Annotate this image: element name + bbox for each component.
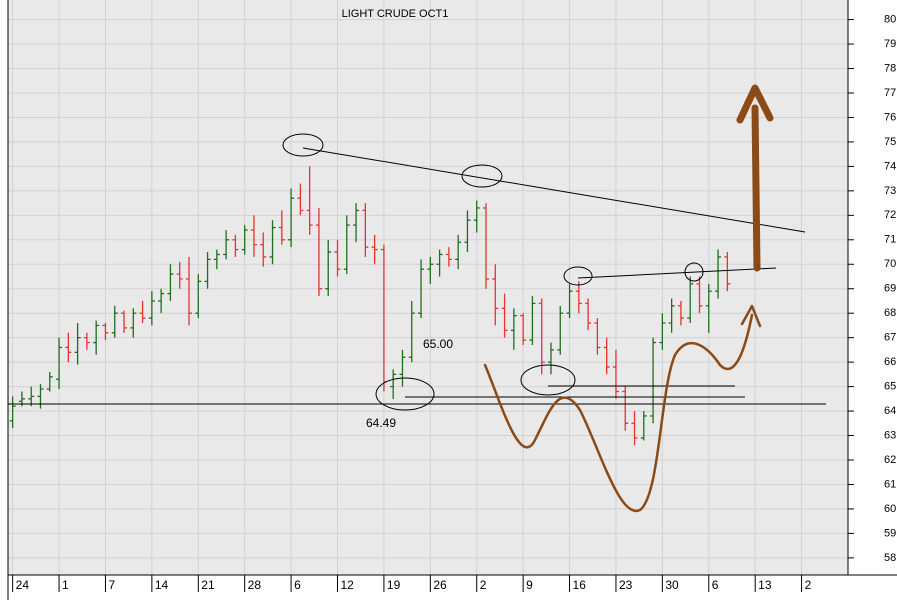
price-label: 65.00 xyxy=(423,337,453,351)
grid xyxy=(8,0,848,575)
x-tick-label: 24 xyxy=(16,578,30,592)
x-tick-label: 12 xyxy=(341,578,355,592)
y-tick-label: 64 xyxy=(884,405,896,417)
y-tick-label: 58 xyxy=(884,552,896,564)
circle-mark xyxy=(684,262,704,282)
x-tick-label: 2 xyxy=(480,578,487,592)
circle-mark xyxy=(375,377,435,411)
x-tick-label: 21 xyxy=(201,578,215,592)
x-tick-label: 6 xyxy=(712,578,719,592)
y-tick-label: 77 xyxy=(884,87,896,99)
y-tick-label: 74 xyxy=(884,160,896,172)
y-tick-label: 79 xyxy=(884,38,896,50)
x-tick-label: 28 xyxy=(248,578,262,592)
x-tick-label: 7 xyxy=(108,578,115,592)
bars xyxy=(9,166,731,446)
y-tick-label: 63 xyxy=(884,429,896,441)
x-tick-label: 1 xyxy=(62,578,69,592)
y-tick-label: 70 xyxy=(884,258,896,270)
x-tick-label: 16 xyxy=(573,578,587,592)
x-tick-label: 26 xyxy=(433,578,447,592)
trend-line xyxy=(302,147,806,233)
plot-area xyxy=(8,0,848,575)
chart-title: LIGHT CRUDE OCT1 xyxy=(342,8,449,20)
big-arrow-head xyxy=(736,84,774,124)
trend-line xyxy=(577,267,777,279)
x-tick-label: 13 xyxy=(758,578,772,592)
y-tick-label: 69 xyxy=(884,283,896,295)
y-tick-label: 62 xyxy=(884,454,896,466)
x-tick-label: 9 xyxy=(526,578,533,592)
circle-mark xyxy=(461,164,503,188)
y-tick-label: 66 xyxy=(884,356,896,368)
y-tick-label: 76 xyxy=(884,111,896,123)
y-tick-label: 60 xyxy=(884,503,896,515)
circle-mark xyxy=(282,133,324,157)
y-tick-label: 68 xyxy=(884,307,896,319)
y-tick-label: 67 xyxy=(884,332,896,344)
y-tick-label: 73 xyxy=(884,185,896,197)
y-tick-label: 65 xyxy=(884,381,896,393)
x-tick-label: 6 xyxy=(294,578,301,592)
x-tick-label: 30 xyxy=(665,578,679,592)
x-tick-label: 14 xyxy=(155,578,169,592)
y-tick-label: 71 xyxy=(884,234,896,246)
curve-arrow-head xyxy=(740,304,762,328)
y-tick-label: 78 xyxy=(884,62,896,74)
y-tick-label: 75 xyxy=(884,136,896,148)
y-tick-label: 61 xyxy=(884,478,896,490)
y-tick-label: 59 xyxy=(884,527,896,539)
circle-mark xyxy=(563,266,593,286)
pattern-curve xyxy=(483,313,754,513)
price-label: 64.49 xyxy=(366,416,396,430)
big-arrow xyxy=(751,104,761,272)
x-tick-label: 2 xyxy=(805,578,812,592)
y-tick-label: 72 xyxy=(884,209,896,221)
x-tick-label: 19 xyxy=(387,578,401,592)
x-tick-label: 23 xyxy=(619,578,633,592)
circle-mark xyxy=(520,364,576,396)
annotations: 65.00 64.49 xyxy=(8,84,826,513)
y-tick-label: 80 xyxy=(884,13,896,25)
